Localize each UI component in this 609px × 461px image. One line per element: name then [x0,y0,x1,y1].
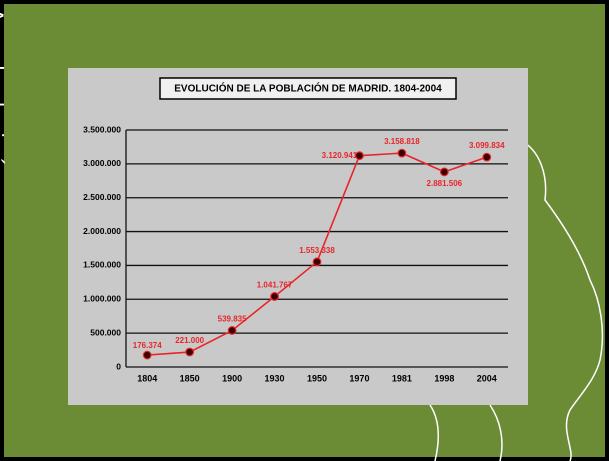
value-label: 221.000 [175,336,204,345]
y-tick-label: 3.500.000 [83,124,121,134]
x-tick-label: 1930 [265,373,285,383]
marker [439,167,449,177]
value-label: 539.835 [218,315,247,324]
x-tick-label: 1804 [137,373,157,383]
chart-background [68,68,528,405]
x-tick-label: 1970 [349,373,369,383]
slide-title: A modernkori város [0,8,8,198]
value-label: 3.120.941 [322,151,358,160]
chart-title: EVOLUCIÓN DE LA POBLACIÓN DE MADRID. 180… [174,82,442,95]
y-tick-label: 0 [116,361,121,371]
x-tick-label: 1900 [222,373,242,383]
marker [355,151,364,161]
plot: 0 500.000 1.000.000 1.500.000 2.000.000 2.500… [83,124,508,383]
value-label: 1.553.338 [299,246,335,255]
y-tick-label: 1.000.000 [83,294,121,304]
value-label: 3.099.834 [469,141,505,150]
marker [185,347,195,357]
y-tick-label: 500.000 [90,327,121,337]
x-tick-label: 1850 [180,373,200,383]
marker [142,350,152,360]
value-label: 3.158.818 [384,137,420,146]
x-tick-label: 1981 [392,373,412,383]
marker [312,257,322,267]
marker [482,152,492,162]
value-label: 2.881.506 [427,179,463,188]
y-tick-label: 1.500.000 [83,260,121,270]
marker [397,148,407,158]
title-box [159,77,457,100]
y-tick-label: 2.500.000 [83,192,121,202]
value-label: 176.374 [133,341,162,350]
x-tick-label: 1998 [434,373,454,383]
y-tick-label: 3.000.000 [83,158,121,168]
marker [227,326,237,335]
x-tick-label: 2004 [477,373,497,383]
x-tick-label: 1950 [307,373,327,383]
value-label: 1.041.767 [257,281,293,290]
y-tick-label: 2.000.000 [83,226,121,236]
decorative-outline [429,139,604,461]
marker [270,292,279,301]
